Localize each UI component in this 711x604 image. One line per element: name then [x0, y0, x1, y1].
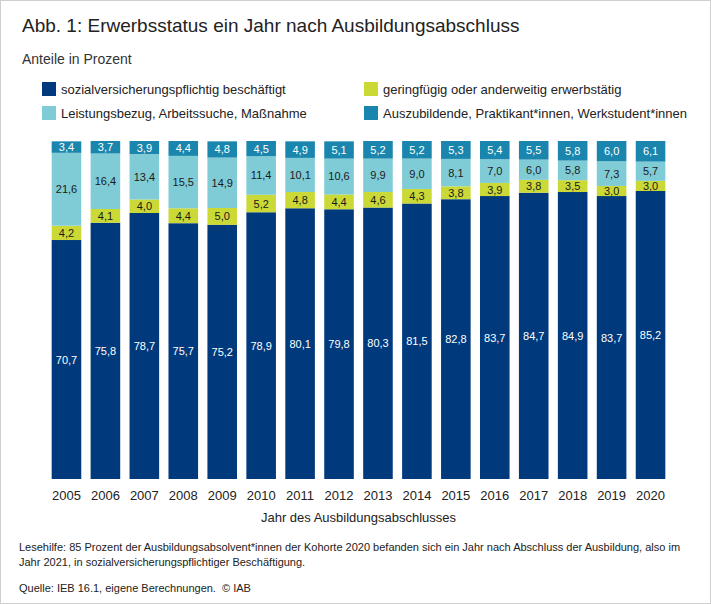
svg-text:75,7: 75,7 [173, 345, 194, 357]
svg-text:2013: 2013 [364, 488, 393, 503]
svg-text:4,8: 4,8 [292, 194, 307, 206]
svg-text:2006: 2006 [91, 488, 120, 503]
svg-text:5,8: 5,8 [565, 145, 580, 157]
svg-text:5,7: 5,7 [643, 165, 658, 177]
svg-text:2016: 2016 [480, 488, 509, 503]
svg-text:83,7: 83,7 [601, 332, 622, 344]
svg-text:5,2: 5,2 [254, 198, 269, 210]
svg-text:Auszubildende, Praktikant*inne: Auszubildende, Praktikant*innen, Werkstu… [383, 106, 687, 121]
svg-text:2017: 2017 [519, 488, 548, 503]
svg-text:80,1: 80,1 [289, 338, 310, 350]
svg-text:2007: 2007 [130, 488, 159, 503]
svg-text:10,1: 10,1 [289, 169, 310, 181]
svg-text:4,1: 4,1 [98, 210, 113, 222]
svg-text:78,7: 78,7 [134, 340, 155, 352]
svg-text:7,0: 7,0 [487, 165, 502, 177]
svg-text:80,3: 80,3 [367, 337, 388, 349]
svg-text:4,4: 4,4 [176, 210, 191, 222]
svg-text:3,4: 3,4 [59, 141, 74, 153]
svg-text:8,1: 8,1 [448, 167, 463, 179]
svg-text:70,7: 70,7 [56, 354, 77, 366]
svg-text:5,2: 5,2 [370, 144, 385, 156]
svg-text:84,7: 84,7 [523, 330, 544, 342]
svg-text:2014: 2014 [402, 488, 431, 503]
svg-text:4,3: 4,3 [409, 190, 424, 202]
svg-text:6,0: 6,0 [604, 145, 619, 157]
svg-text:4,9: 4,9 [292, 144, 307, 156]
svg-text:3,0: 3,0 [604, 185, 619, 197]
svg-text:3,9: 3,9 [137, 142, 152, 154]
svg-text:4,6: 4,6 [370, 194, 385, 206]
svg-text:5,4: 5,4 [487, 144, 502, 156]
svg-text:9,0: 9,0 [409, 168, 424, 180]
svg-text:79,8: 79,8 [328, 338, 349, 350]
svg-text:11,4: 11,4 [251, 169, 272, 181]
svg-text:3,9: 3,9 [487, 184, 502, 196]
svg-text:3,8: 3,8 [526, 180, 541, 192]
svg-text:3,5: 3,5 [565, 180, 580, 192]
svg-text:14,9: 14,9 [212, 177, 233, 189]
svg-text:4,8: 4,8 [215, 143, 230, 155]
svg-text:5,3: 5,3 [448, 144, 463, 156]
svg-text:3,0: 3,0 [643, 180, 658, 192]
svg-text:2008: 2008 [169, 488, 198, 503]
svg-text:sozialversicherungspflichtig b: sozialversicherungspflichtig beschäftigt [61, 82, 286, 97]
svg-text:5,5: 5,5 [526, 144, 541, 156]
svg-text:16,4: 16,4 [95, 175, 116, 187]
svg-text:84,9: 84,9 [562, 330, 583, 342]
svg-text:81,5: 81,5 [406, 335, 427, 347]
svg-text:4,4: 4,4 [176, 142, 191, 154]
svg-text:2010: 2010 [247, 488, 276, 503]
svg-text:Anteile in Prozent: Anteile in Prozent [22, 51, 132, 67]
svg-text:5,1: 5,1 [331, 144, 346, 156]
svg-text:2015: 2015 [441, 488, 470, 503]
svg-text:geringfügig oder anderweitig e: geringfügig oder anderweitig erwerbstäti… [383, 82, 621, 97]
svg-text:2005: 2005 [52, 488, 81, 503]
svg-text:2018: 2018 [558, 488, 587, 503]
svg-text:9,9: 9,9 [370, 169, 385, 181]
svg-text:6,1: 6,1 [643, 145, 658, 157]
svg-text:3,7: 3,7 [98, 141, 113, 153]
svg-text:83,7: 83,7 [484, 332, 505, 344]
svg-text:82,8: 82,8 [445, 333, 466, 345]
svg-text:21,6: 21,6 [56, 183, 77, 195]
svg-text:75,2: 75,2 [212, 346, 233, 358]
svg-text:Jahr des Ausbildungsabschlusse: Jahr des Ausbildungsabschlusses [261, 510, 457, 525]
svg-text:5,2: 5,2 [409, 144, 424, 156]
svg-text:2011: 2011 [286, 488, 314, 503]
svg-text:2009: 2009 [208, 488, 237, 503]
svg-text:10,6: 10,6 [328, 170, 349, 182]
svg-text:13,4: 13,4 [134, 171, 155, 183]
svg-text:Leistungsbezug, Arbeitssuche,: Leistungsbezug, Arbeitssuche, Maßnahme [61, 106, 307, 121]
svg-text:5,8: 5,8 [565, 164, 580, 176]
svg-text:Lesehilfe: 85 Prozent der Ausb: Lesehilfe: 85 Prozent der Ausbildungsabs… [19, 541, 683, 553]
svg-text:75,8: 75,8 [95, 345, 116, 357]
svg-text:6,0: 6,0 [526, 164, 541, 176]
svg-text:2012: 2012 [325, 488, 354, 503]
svg-text:15,5: 15,5 [173, 176, 194, 188]
svg-text:Abb. 1: Erwerbsstatus ein Jahr: Abb. 1: Erwerbsstatus ein Jahr nach Ausb… [22, 15, 519, 36]
svg-text:4,2: 4,2 [59, 227, 74, 239]
svg-text:2020: 2020 [636, 488, 665, 503]
svg-text:Jahr 2021, in sozialversicheru: Jahr 2021, in sozialversicherungspflicht… [19, 556, 305, 568]
svg-text:4,4: 4,4 [331, 196, 346, 208]
svg-text:7,3: 7,3 [604, 168, 619, 180]
svg-text:5,0: 5,0 [215, 210, 230, 222]
svg-text:78,9: 78,9 [250, 340, 271, 352]
svg-text:Quelle: IEB 16.1, eigene Berec: Quelle: IEB 16.1, eigene Berechnungen. ©… [19, 582, 251, 594]
svg-text:4,5: 4,5 [254, 143, 269, 155]
svg-text:85,2: 85,2 [640, 329, 661, 341]
svg-text:2019: 2019 [597, 488, 626, 503]
svg-text:3,8: 3,8 [448, 187, 463, 199]
svg-text:4,0: 4,0 [137, 200, 152, 212]
